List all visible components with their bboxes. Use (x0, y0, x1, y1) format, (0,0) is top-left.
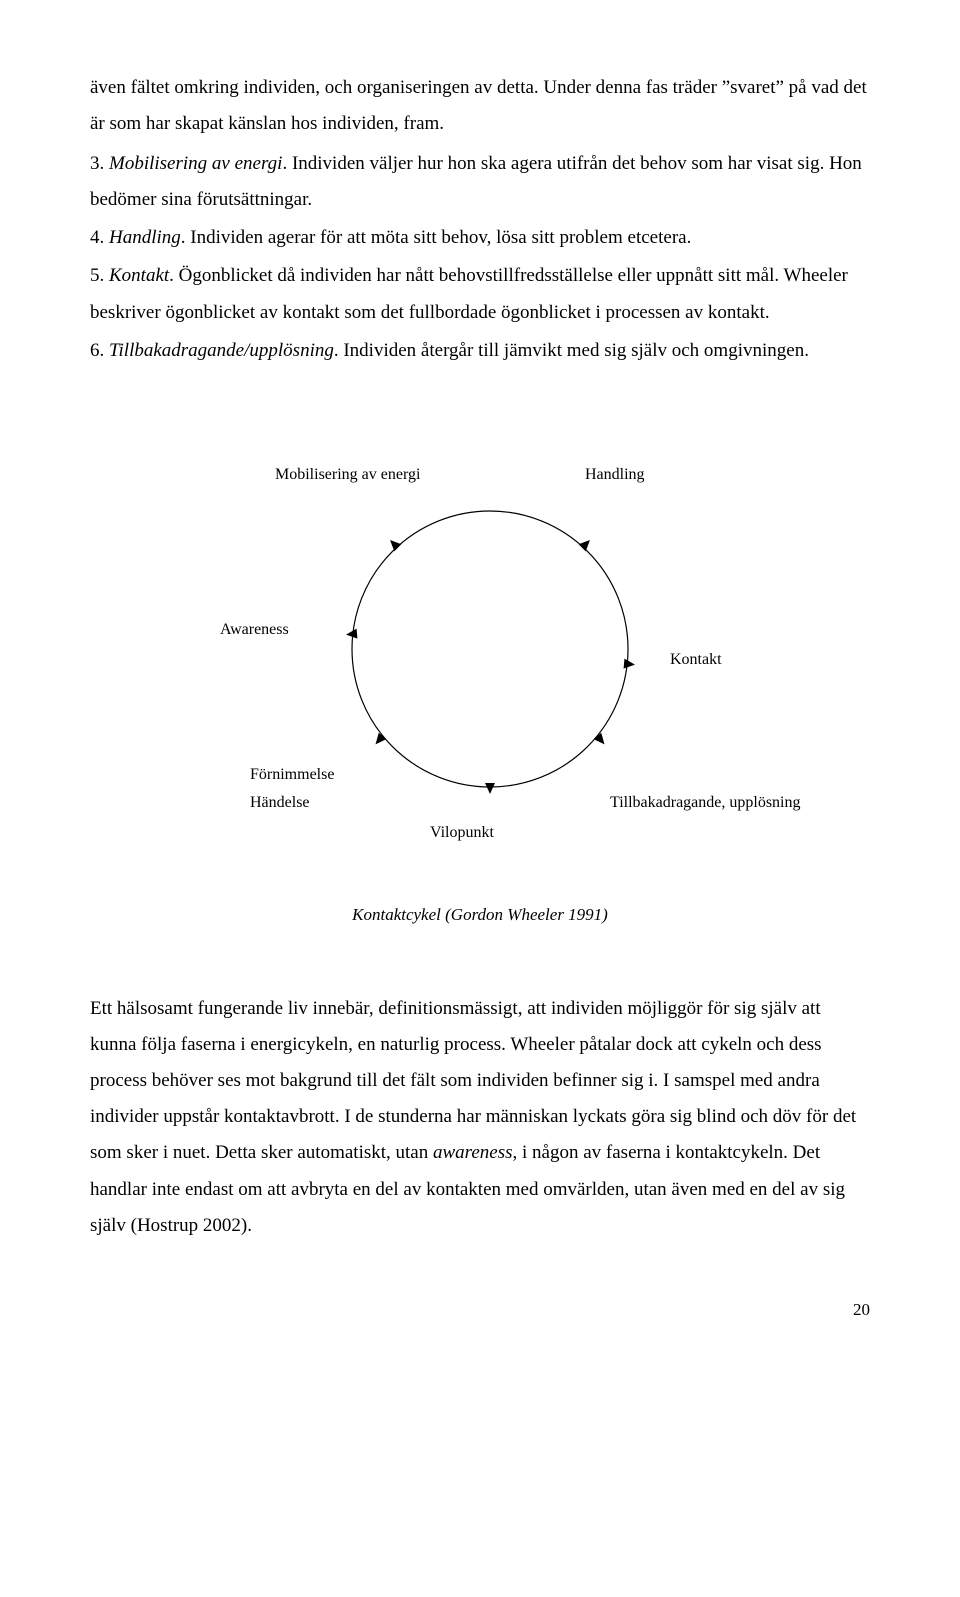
diagram-caption: Kontaktcykel (Gordon Wheeler 1991) (90, 899, 870, 931)
item-term: Kontakt (109, 265, 169, 286)
list-item: 4. Handling. Individen agerar för att mö… (90, 220, 870, 256)
page-number: 20 (90, 1294, 870, 1326)
arrowhead (594, 732, 609, 747)
cycle-svg: Mobilisering av energi Handling Awareness K… (130, 439, 830, 859)
closing-awareness-word: awareness (433, 1142, 513, 1163)
intro-text: även fältet omkring individen, och organ… (90, 70, 870, 142)
diagram-label-mobilisering: Mobilisering av energi (275, 466, 421, 483)
contact-cycle-diagram: Mobilisering av energi Handling Awareness K… (90, 439, 870, 931)
item-term: Mobilisering av energi (109, 153, 282, 174)
item-number: 4. (90, 227, 109, 248)
diagram-label-kontakt: Kontakt (670, 651, 722, 668)
arrowhead (624, 658, 636, 669)
diagram-label-handling: Handling (585, 466, 645, 483)
diagram-label-fornimmelse: Förnimmelse (250, 766, 334, 783)
item-number: 6. (90, 340, 109, 361)
list-item: 6. Tillbakadragande/upplösning. Individe… (90, 333, 870, 369)
list-item: 5. Kontakt. Ögonblicket då individen har… (90, 258, 870, 330)
cycle-circle (352, 511, 628, 787)
diagram-label-vilopunkt: Vilopunkt (430, 824, 494, 841)
item-number: 3. (90, 153, 109, 174)
arrowhead (372, 732, 387, 747)
item-term: Handling (109, 227, 181, 248)
numbered-list: 3. Mobilisering av energi. Individen väl… (90, 146, 870, 369)
item-term: Tillbakadragande/upplösning (109, 340, 334, 361)
item-desc: . Individen agerar för att möta sitt beh… (181, 227, 692, 248)
diagram-label-tillbaka: Tillbakadragande, upplösning (610, 794, 801, 811)
arrowhead (579, 536, 594, 551)
list-item: 3. Mobilisering av energi. Individen väl… (90, 146, 870, 218)
arrowhead (485, 783, 495, 794)
closing-paragraph: Ett hälsosamt fungerande liv innebär, de… (90, 991, 870, 1244)
item-desc: . Ögonblicket då individen har nått beho… (90, 265, 848, 322)
item-number: 5. (90, 265, 109, 286)
item-desc: . Individen återgår till jämvikt med sig… (334, 340, 809, 361)
arrowhead (346, 628, 358, 639)
closing-p1: Ett hälsosamt fungerande liv innebär, de… (90, 998, 856, 1163)
diagram-label-awareness: Awareness (220, 621, 289, 638)
diagram-label-handelse: Händelse (250, 794, 310, 811)
arrowhead (387, 536, 402, 551)
